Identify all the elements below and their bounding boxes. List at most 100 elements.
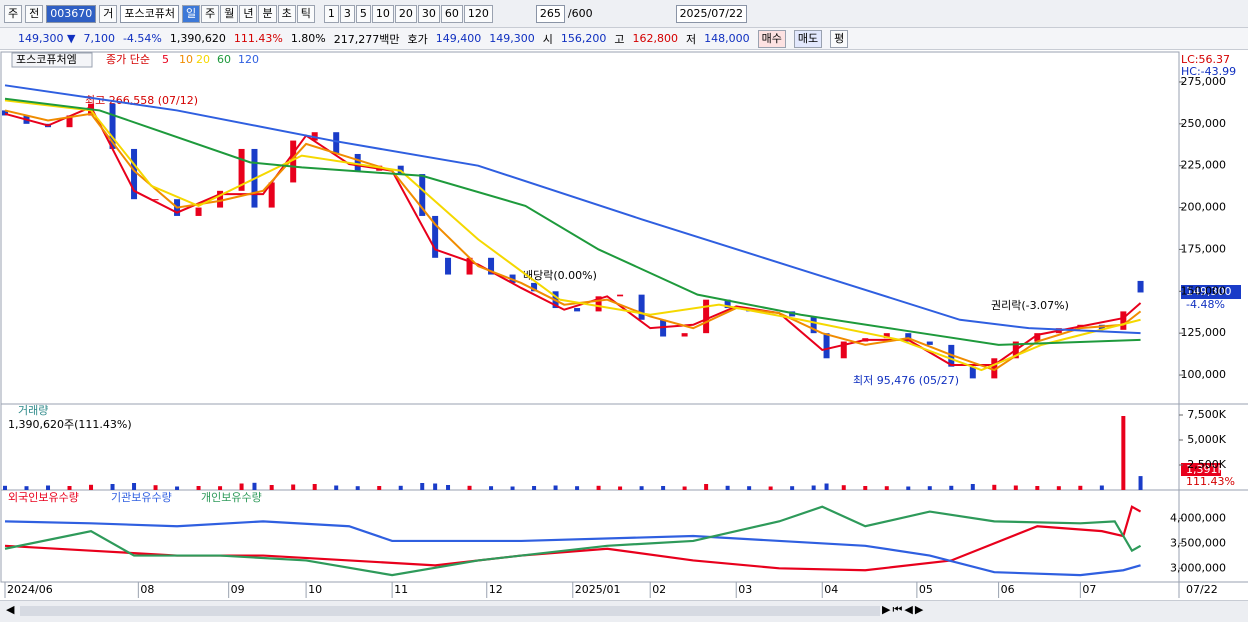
candle-body	[432, 215, 439, 258]
legend-entry: 120	[238, 53, 259, 66]
x-tick-label: 06	[1001, 583, 1015, 596]
candle-body	[354, 153, 361, 171]
toolbar-button[interactable]: 분	[258, 4, 277, 23]
toolbar-button[interactable]: 일	[181, 4, 201, 23]
candle-body	[445, 257, 452, 275]
volume-bar	[355, 486, 360, 490]
candle-body	[217, 190, 224, 208]
volume-bar	[510, 486, 515, 490]
change: 7,100	[83, 32, 115, 45]
volume-title: 거래량	[18, 404, 48, 417]
stock-code[interactable]: 003670	[46, 4, 97, 23]
x-tick-label: 09	[231, 583, 245, 596]
scrollbar[interactable]: ◀ ▶⏮◀▶	[0, 600, 1248, 622]
candle-body	[152, 199, 159, 201]
toolbar-button[interactable]: 60	[440, 4, 463, 23]
volume-bar	[1099, 485, 1104, 490]
scroll-thumb[interactable]	[20, 606, 880, 616]
x-tick-label: 02	[652, 583, 666, 596]
toolbar-button[interactable]: 5	[355, 4, 371, 23]
volume-bar	[596, 485, 601, 490]
candle-body	[1137, 280, 1144, 293]
count[interactable]: 265	[535, 4, 565, 23]
end-date: 07/22	[1186, 583, 1218, 596]
amount: 217,277백만	[333, 32, 400, 46]
low-label: 저	[686, 32, 697, 46]
x-tick-label: 08	[140, 583, 154, 596]
volume-bar	[811, 485, 816, 490]
volume-bar	[467, 485, 472, 490]
volume-bar	[446, 485, 451, 490]
volume-subtitle: 1,390,620주(111.43%)	[8, 418, 132, 431]
price-title: 포스코퓨처엠	[16, 53, 77, 66]
y-tick-label: 175,000	[1181, 242, 1227, 255]
volume-bar	[24, 486, 29, 490]
volume-bar	[420, 483, 425, 490]
max-count: /600	[567, 7, 593, 20]
avg-button[interactable]: 평	[830, 29, 849, 48]
y-tick-label: 250,000	[1181, 117, 1227, 130]
volume-bar	[639, 486, 644, 490]
legend-label: 종가 단순	[106, 53, 150, 66]
toolbar-button[interactable]: 3	[339, 4, 355, 23]
toolbar-button[interactable]: 10	[371, 4, 394, 23]
candle-body	[531, 282, 538, 292]
candle-body	[2, 110, 8, 116]
volume-bar	[682, 486, 687, 490]
x-tick-label: 2024/06	[7, 583, 53, 596]
toolbar-button[interactable]: 120	[463, 4, 493, 23]
volume-bar	[532, 486, 537, 490]
toolbar-button[interactable]: 30	[417, 4, 440, 23]
volume-bar	[841, 485, 846, 490]
moving-average	[4, 84, 1141, 335]
candle-body	[840, 341, 847, 359]
lc-label: LC:56.37	[1181, 53, 1230, 66]
price: 149,300 ▼	[18, 32, 76, 45]
legend-entry: 개인보유수량	[201, 491, 262, 504]
candle-body	[681, 333, 688, 337]
toolbar-button[interactable]: 20	[394, 4, 417, 23]
y-tick-label: 100,000	[1181, 368, 1227, 381]
toolbar-button[interactable]: 초	[277, 4, 296, 23]
candle-body	[290, 140, 297, 183]
candle-body	[660, 319, 667, 337]
scroll-left[interactable]: ◀	[6, 603, 15, 616]
tag[interactable]: 거	[99, 4, 118, 23]
candle-body	[991, 358, 998, 379]
prev-button[interactable]: 전	[25, 4, 44, 23]
volume-bar	[153, 485, 158, 490]
date[interactable]: 2025/07/22	[675, 4, 747, 23]
candle-body	[238, 148, 245, 191]
volume-bar	[132, 483, 137, 490]
volume-bar	[252, 482, 257, 490]
y-tick-label: 275,000	[1181, 75, 1227, 88]
volume-bar	[1121, 416, 1126, 490]
x-tick-label: 12	[489, 583, 503, 596]
x-tick-label: 05	[919, 583, 933, 596]
nav-buttons[interactable]: ▶⏮◀▶	[882, 603, 926, 616]
candle-body	[419, 174, 426, 216]
period-mode[interactable]: 주	[4, 4, 23, 23]
legend-entry: 10	[179, 53, 193, 66]
toolbar-button[interactable]: 1	[323, 4, 339, 23]
volume-bar	[949, 485, 954, 490]
sell-button[interactable]: 매도	[793, 29, 823, 48]
stock-name[interactable]: 포스코퓨처	[120, 4, 179, 23]
buy-button[interactable]: 매수	[757, 29, 786, 48]
volume-bar	[884, 486, 889, 490]
y-tick-label: 125,000	[1181, 326, 1227, 339]
toolbar-button[interactable]: 년	[239, 4, 258, 23]
candle-body	[724, 299, 731, 309]
holding-line	[4, 520, 1141, 577]
toolbar-button[interactable]: 주	[201, 4, 220, 23]
toolbar-button[interactable]: 틱	[296, 4, 315, 23]
volume-bar	[1035, 486, 1040, 490]
volume-bar	[398, 485, 403, 490]
toolbar-button[interactable]: 월	[220, 4, 239, 23]
legend-entry: 외국인보유수량	[8, 491, 79, 504]
y-tick-label: 4,000,000	[1170, 511, 1226, 524]
y-tick-label: 200,000	[1181, 201, 1227, 214]
ask-label: 호가	[407, 32, 428, 46]
volume-bar	[824, 483, 829, 490]
